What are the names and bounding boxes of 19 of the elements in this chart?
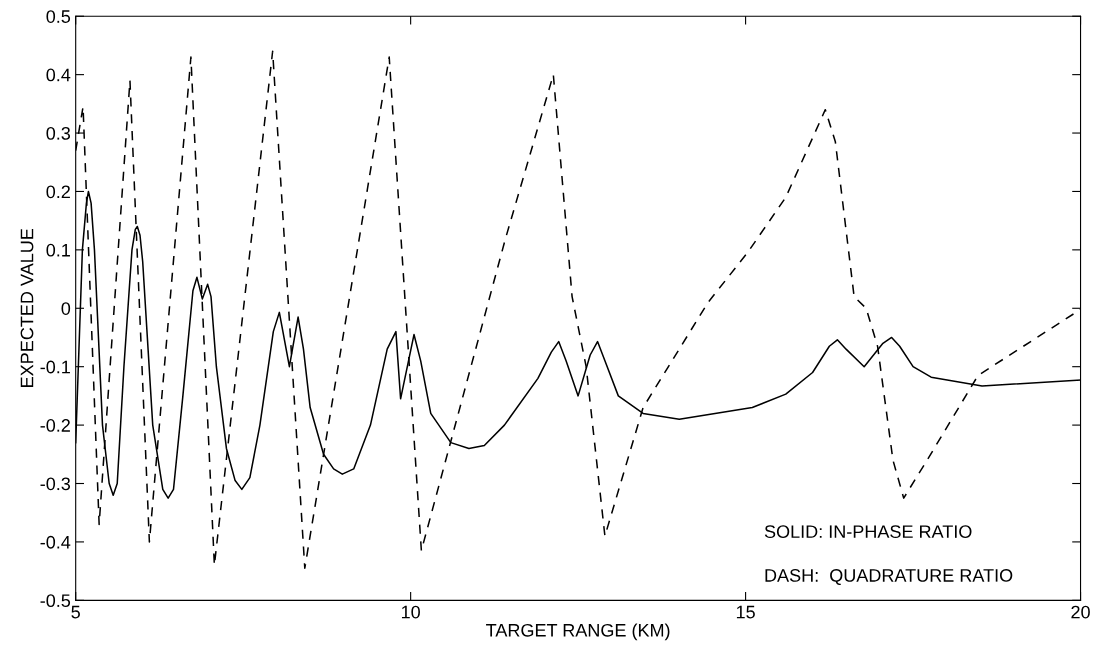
y-tick-label: -0.5 xyxy=(40,594,71,608)
y-tick-label: -0.2 xyxy=(40,419,70,432)
x-tick-label: 20 xyxy=(1071,605,1090,619)
x-tick-label: 10 xyxy=(401,605,420,619)
annotation: SOLID: IN-PHASE RATIO xyxy=(764,525,972,538)
y-tick-label: -0.3 xyxy=(40,477,71,491)
x-axis-title: TARGET RANGE (KM) xyxy=(486,623,670,641)
y-tick-label: 0.1 xyxy=(46,243,70,257)
y-tick-label: 0.5 xyxy=(46,10,71,23)
y-tick-label: 0.2 xyxy=(46,185,70,199)
y-tick-label: 0.3 xyxy=(46,126,71,140)
y-tick-label: 0.4 xyxy=(46,68,71,82)
x-tick-label: 5 xyxy=(71,605,80,619)
annotation: DASH: QUADRATURE RATIO xyxy=(765,569,1013,586)
x-tick-label: 15 xyxy=(736,605,755,619)
y-axis-title: EXPECTED VALUE xyxy=(20,228,34,387)
y-tick-label: -0.1 xyxy=(40,360,70,374)
y-tick-label: 0 xyxy=(61,302,71,315)
y-tick-label: -0.4 xyxy=(40,535,71,549)
